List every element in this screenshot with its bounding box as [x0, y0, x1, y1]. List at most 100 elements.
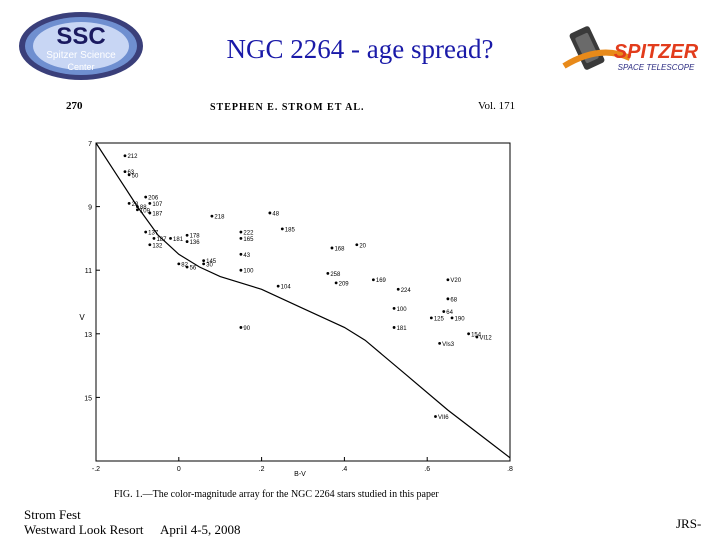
star-point: [438, 341, 442, 345]
star-label: V20: [450, 278, 461, 284]
star-label: 168: [334, 246, 345, 252]
star-label: 218: [214, 215, 225, 221]
star-label: 181: [173, 237, 184, 243]
star-point: [392, 326, 396, 329]
star-point: [136, 208, 139, 212]
star-point: [396, 287, 400, 291]
x-axis-label: B-V: [294, 471, 306, 478]
star-point: [326, 271, 330, 275]
star-label: 222: [243, 231, 254, 237]
star-point: [123, 170, 127, 174]
star-point: [239, 326, 243, 329]
star-point: [429, 316, 433, 320]
star-point: [276, 284, 280, 288]
star-label: 178: [190, 234, 201, 240]
y-tick-label: 9: [88, 205, 92, 212]
plot-frame: [95, 142, 511, 462]
star-point: [210, 214, 214, 218]
star-point: [280, 227, 284, 231]
star-label: 185: [285, 227, 296, 233]
y-tick-label: 15: [84, 395, 92, 402]
star-label: 64: [446, 310, 453, 316]
star-point: [144, 230, 148, 234]
y-tick-label: 11: [85, 268, 92, 275]
star-label: 212: [127, 154, 138, 160]
star-label: 258: [330, 272, 341, 278]
ssc-logo-line1: SSC: [56, 23, 105, 50]
ssc-logo-line2: Spitzer Science: [46, 50, 116, 61]
star-point: [144, 195, 148, 199]
star-label: 109: [140, 208, 151, 214]
footer-date: April 4-5, 2008: [160, 522, 241, 537]
star-point: [446, 278, 450, 282]
star-point: [185, 233, 189, 237]
star-point: [371, 278, 375, 282]
star-label: VII6: [438, 415, 449, 421]
star-label: 132: [152, 243, 163, 249]
star-label: 30: [206, 262, 213, 268]
y-tick-label: 13: [84, 332, 92, 339]
star-point: [355, 243, 359, 247]
spitzer-logo-line1: SPITZER: [614, 41, 699, 63]
star-label: 187: [152, 211, 163, 217]
star-point: [169, 237, 172, 240]
star-label: VI12: [479, 335, 492, 341]
star-label: 107: [152, 202, 163, 208]
ssc-logo-line3: Center: [67, 62, 94, 72]
star-label: 88: [140, 205, 147, 211]
x-tick-label: .8: [507, 466, 513, 473]
paper-volume: Vol. 171: [478, 100, 516, 112]
star-label: 206: [148, 196, 159, 202]
star-point: [475, 335, 479, 339]
star-point: [127, 202, 131, 205]
star-point: [152, 237, 156, 240]
footer-event-line2: Westward Look Resort: [24, 522, 144, 537]
star-label: 82: [181, 262, 188, 268]
star-point: [268, 211, 272, 215]
star-label: 56: [190, 266, 197, 272]
x-tick-label: .2: [259, 466, 265, 473]
star-label: 137: [148, 231, 159, 237]
star-label: 100: [243, 269, 254, 275]
zams-curve: [95, 142, 511, 459]
y-axis-label: V: [79, 313, 85, 322]
star-label: 90: [243, 326, 250, 332]
slide-title: NGC 2264 - age spread?: [226, 34, 494, 64]
paper-running-head: STEPHEN E. STROM ET AL.: [210, 102, 365, 113]
star-label: 145: [206, 259, 217, 265]
star-label: 100: [397, 307, 408, 313]
star-point: [177, 262, 181, 266]
figure-caption: FIG. 1.—The color-magnitude array for th…: [114, 489, 439, 500]
star-label: 48: [272, 211, 279, 217]
star-point: [148, 202, 152, 205]
star-point: [202, 259, 206, 263]
x-tick-label: .6: [424, 466, 430, 473]
star-label: 23: [132, 202, 139, 208]
star-point: [123, 154, 127, 158]
star-point: [239, 237, 243, 240]
x-tick-label: -.2: [92, 466, 100, 473]
star-point: [434, 415, 437, 418]
star-label: 68: [450, 297, 457, 303]
star-label: 165: [243, 237, 254, 243]
y-tick-label: 7: [88, 141, 92, 148]
star-label: 169: [376, 278, 387, 284]
star-label: VIs3: [442, 342, 455, 348]
star-label: 209: [339, 281, 350, 287]
spitzer-logo: SPITZER SPACE TELESCOPE: [562, 26, 699, 72]
star-point: [392, 306, 396, 310]
star-label: 50: [132, 173, 139, 179]
star-label: 63: [127, 170, 134, 176]
star-label: 104: [281, 285, 292, 291]
star-point: [330, 246, 334, 250]
star-point: [239, 230, 243, 234]
star-label: 20: [359, 243, 366, 249]
x-tick-label: 0: [177, 466, 181, 473]
star-label: 136: [190, 240, 201, 246]
star-point: [239, 268, 243, 272]
star-label: 181: [397, 326, 408, 332]
star-point: [446, 297, 450, 301]
star-label: 187: [156, 237, 167, 243]
x-tick-label: .4: [341, 466, 347, 473]
